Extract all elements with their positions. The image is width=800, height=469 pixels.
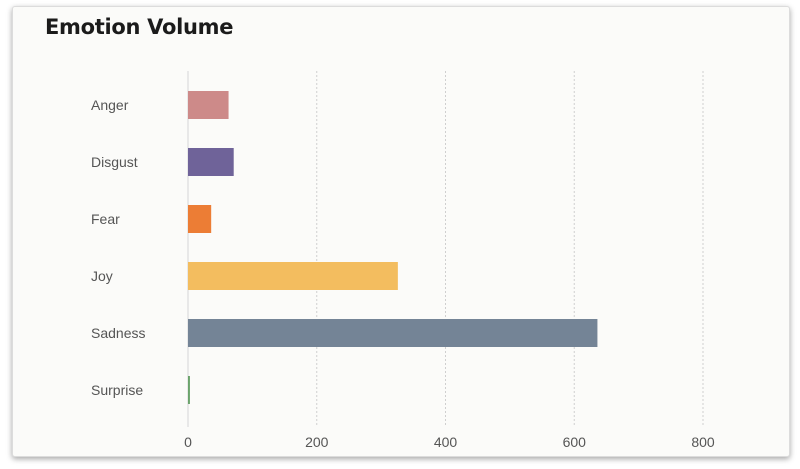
category-label-fear: Fear [91,211,120,227]
chart-title: Emotion Volume [45,15,234,39]
chart-card: Emotion Volume 0 200 400 600 800 Anger Disgus… [12,6,790,457]
x-tick-label: 200 [305,434,329,450]
x-tick-label: 800 [691,434,715,450]
bar-surprise[interactable] [188,376,190,404]
x-tick-label: 400 [434,434,458,450]
x-tick-labels: 0 200 400 600 800 [184,434,715,450]
category-label-anger: Anger [91,97,129,113]
bars [188,91,598,404]
bar-disgust[interactable] [188,148,234,176]
emotion-bar-chart: 0 200 400 600 800 Anger Disgust Fear Joy Sadness… [91,71,715,450]
grid-lines [187,71,704,427]
x-tick-label: 600 [563,434,587,450]
category-labels: Anger Disgust Fear Joy Sadness Surprise [91,97,145,398]
category-label-surprise: Surprise [91,382,143,398]
bar-sadness[interactable] [188,319,598,347]
category-label-sadness: Sadness [91,325,145,341]
x-tick-label: 0 [184,434,192,450]
bar-anger[interactable] [188,91,229,119]
bar-fear[interactable] [188,205,212,233]
category-label-disgust: Disgust [91,154,138,170]
category-label-joy: Joy [91,268,113,284]
bar-joy[interactable] [188,262,398,290]
